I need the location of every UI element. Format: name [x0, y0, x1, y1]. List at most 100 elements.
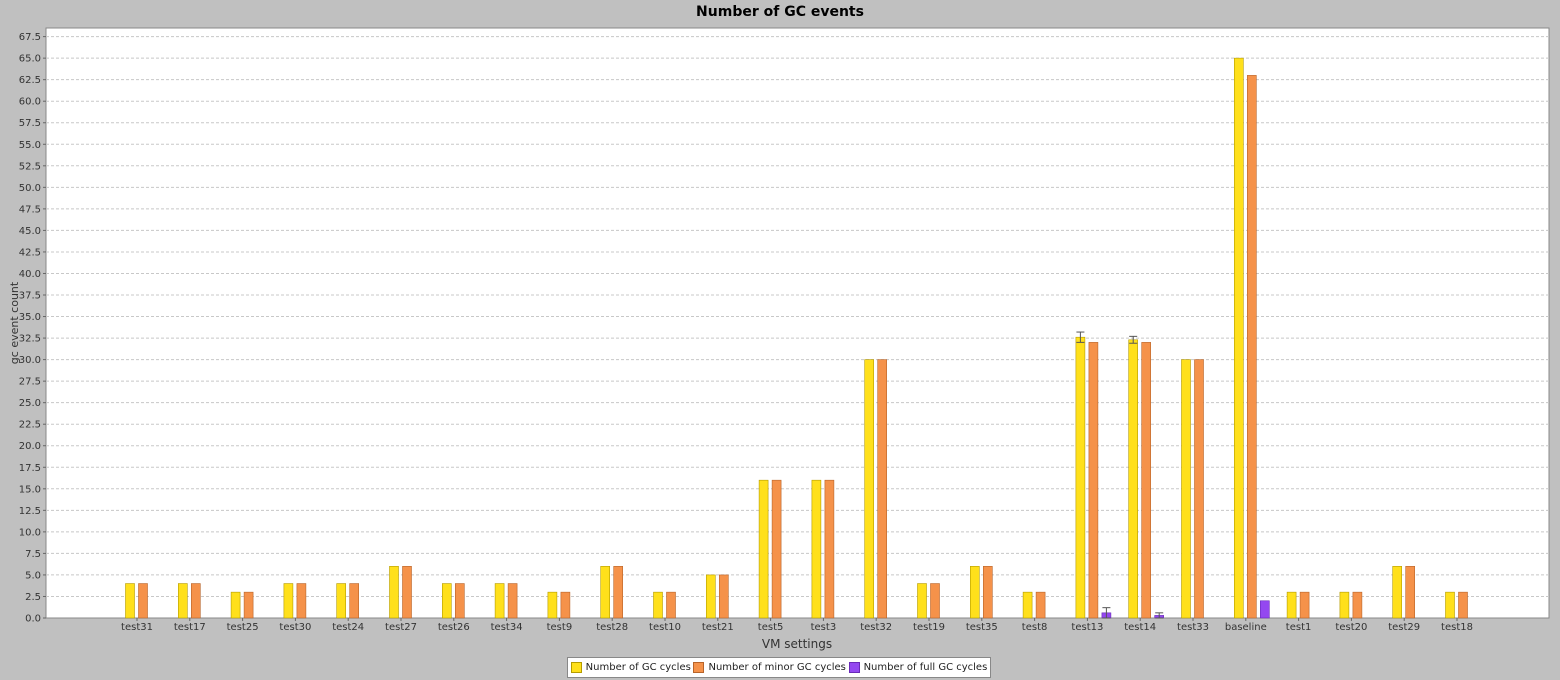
bar	[600, 566, 611, 619]
bar	[243, 591, 254, 619]
gridlines	[46, 36, 1549, 597]
x-tick-label: test8	[1022, 622, 1048, 633]
bar	[1392, 566, 1402, 619]
x-tick-label: test9	[547, 622, 573, 633]
bar	[336, 583, 347, 619]
y-tick-label: 10.0	[19, 527, 41, 538]
bar	[1352, 591, 1363, 619]
y-tick-label: 35.0	[19, 312, 41, 323]
bar	[1181, 359, 1191, 619]
bar	[1445, 591, 1455, 619]
bar	[982, 566, 993, 619]
bar	[230, 591, 241, 619]
x-tick-label: test20	[1335, 622, 1367, 633]
y-tick-label: 55.0	[19, 140, 41, 151]
chart-title: Number of GC events	[696, 4, 864, 20]
y-tick-label: 65.0	[19, 54, 41, 65]
bar	[1339, 591, 1350, 619]
y-tick-label: 5.0	[25, 570, 41, 581]
legend: Number of GC cycles Number of minor GC c…	[567, 657, 991, 678]
bar	[454, 583, 465, 619]
bars	[125, 57, 1468, 619]
x-tick-label: test35	[966, 622, 998, 633]
x-tick-label: test26	[438, 622, 470, 633]
x-tick-label: test31	[121, 622, 153, 633]
y-tick-label: 12.5	[19, 506, 41, 517]
x-tick-label: test18	[1441, 622, 1473, 633]
x-tick-label: test3	[811, 622, 837, 633]
bar	[1260, 600, 1270, 619]
x-tick-label: test28	[596, 622, 628, 633]
x-tick-label: test34	[491, 622, 523, 633]
bar	[1022, 591, 1033, 619]
y-tick-label: 27.5	[19, 377, 41, 388]
y-tick-label: 42.5	[19, 247, 41, 258]
y-tick-label: 50.0	[19, 183, 41, 194]
plot-area	[45, 27, 1550, 619]
legend-label: Number of full GC cycles	[863, 662, 988, 673]
bar	[402, 566, 412, 619]
y-tick-label: 7.5	[25, 549, 41, 560]
x-tick-label: baseline	[1225, 622, 1267, 633]
bar	[917, 583, 927, 619]
bar	[1405, 566, 1415, 619]
x-tick-label: test10	[649, 622, 681, 633]
bar	[1194, 359, 1204, 619]
y-tick-label: 52.5	[19, 161, 41, 172]
bar	[705, 574, 716, 619]
y-tick-label: 0.0	[25, 614, 41, 625]
bar	[191, 583, 201, 619]
x-tick-label: test21	[702, 622, 734, 633]
bar	[718, 574, 729, 619]
bar	[125, 583, 135, 619]
y-tick-label: 40.0	[19, 269, 41, 280]
bar	[494, 583, 505, 619]
bar	[1035, 591, 1046, 619]
bar	[1247, 75, 1257, 619]
x-tick-label: test32	[860, 622, 892, 633]
x-tick-label: test24	[332, 622, 364, 633]
y-tick-label: 45.0	[19, 226, 41, 237]
x-tick-label: test14	[1124, 622, 1156, 633]
x-tick-label: test27	[385, 622, 417, 633]
bar	[666, 591, 676, 619]
bar	[771, 479, 782, 619]
bar	[1128, 339, 1138, 619]
y-axis-label: gc event count	[8, 281, 21, 364]
bar	[349, 583, 360, 619]
bar	[864, 359, 875, 619]
y-tick-label: 62.5	[19, 75, 41, 86]
bar	[1141, 342, 1151, 619]
bar	[758, 479, 769, 619]
legend-item-gc: Number of GC cycles	[570, 662, 691, 673]
legend-swatch	[570, 662, 582, 673]
y-tick-label: 60.0	[19, 97, 41, 108]
y-tick-label: 37.5	[19, 291, 41, 302]
bar	[389, 566, 399, 619]
bar	[1075, 336, 1086, 619]
bar	[653, 591, 663, 619]
x-tick-label: test29	[1388, 622, 1420, 633]
x-tick-label: test30	[279, 622, 311, 633]
y-tick-label: 32.5	[19, 334, 41, 345]
bar	[930, 583, 940, 619]
bar	[283, 583, 294, 619]
bar	[178, 583, 188, 619]
bar	[560, 591, 571, 619]
bar	[1088, 342, 1099, 619]
legend-item-minor-gc: Number of minor GC cycles	[693, 662, 846, 673]
x-tick-label: test17	[174, 622, 206, 633]
x-tick-label: test33	[1177, 622, 1209, 633]
y-tick-label: 22.5	[19, 420, 41, 431]
y-axis-ticks: 0.0 2.5 5.0 7.5 10.0 12.5 15.0 17.5 20.0 22.5 25.0…	[19, 32, 46, 625]
bar	[1234, 57, 1244, 619]
legend-label: Number of minor GC cycles	[708, 662, 846, 673]
x-tick-label: test19	[913, 622, 945, 633]
y-tick-label: 57.5	[19, 118, 41, 129]
x-tick-label: test1	[1286, 622, 1312, 633]
bar	[507, 583, 518, 619]
x-tick-label: test13	[1071, 622, 1103, 633]
bar	[969, 566, 980, 619]
bar	[138, 583, 148, 619]
